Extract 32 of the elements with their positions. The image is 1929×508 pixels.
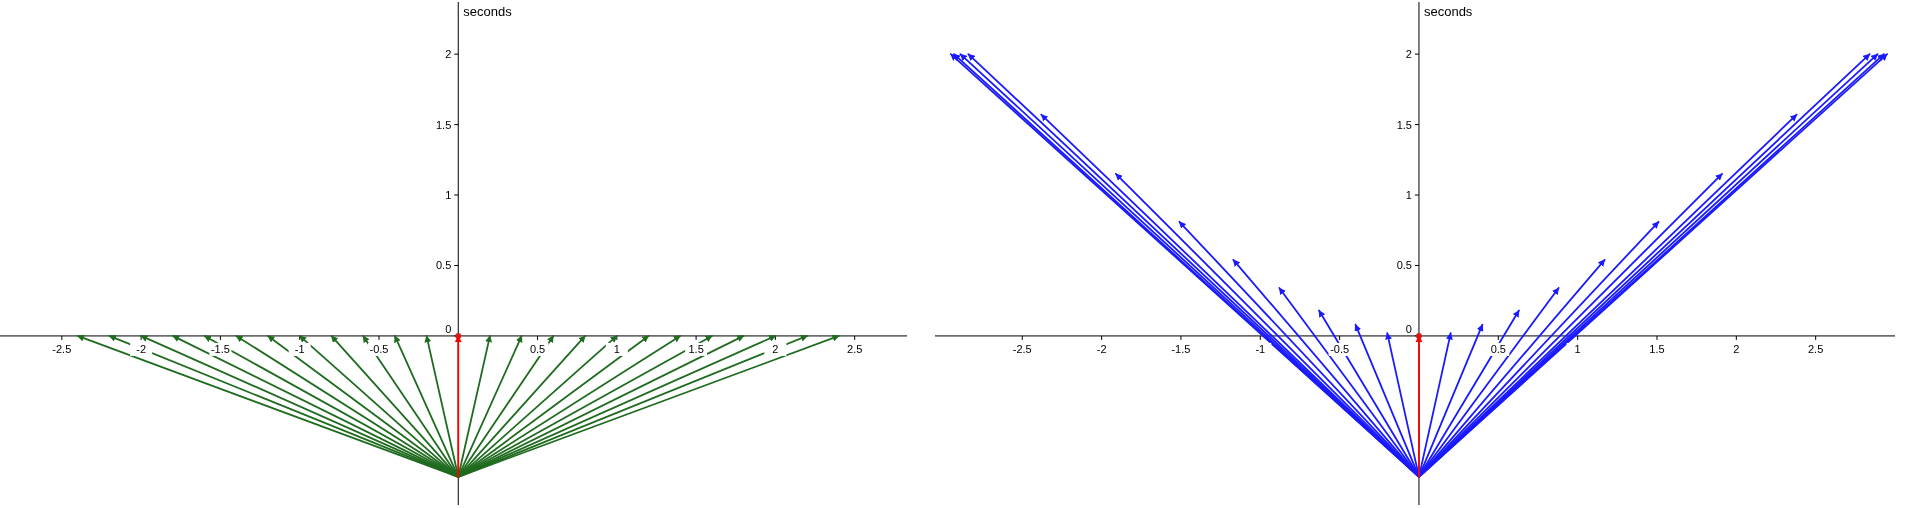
y-axis-title: seconds <box>463 4 513 19</box>
y-axis-title: seconds <box>1423 4 1473 19</box>
x-tick-label: 2.5 <box>847 342 863 355</box>
x-tick-label: -2.5 <box>1012 342 1032 355</box>
y-tick-label: 1 <box>445 189 452 202</box>
x-tick-label: 0.5 <box>1490 342 1506 355</box>
x-tick-label: -1.5 <box>1171 342 1191 355</box>
x-tick-label: -1.5 <box>210 342 230 355</box>
x-tick-label: 1 <box>613 342 620 355</box>
x-tick-label: 2 <box>772 342 779 355</box>
x-tick-label: -0.5 <box>1330 342 1350 355</box>
x-tick-label: -2.5 <box>52 342 72 355</box>
y-tick-label: 1 <box>1405 189 1412 202</box>
y-tick-label: 2 <box>445 48 452 61</box>
x-tick-label: 0.5 <box>529 342 546 355</box>
x-tick-label: -1 <box>1255 342 1266 355</box>
y-tick-label: 0.5 <box>1396 259 1412 272</box>
x-tick-label: -0.5 <box>369 342 389 355</box>
y-tick-label: 0.5 <box>435 259 452 272</box>
y-tick-label: 0 <box>1405 322 1412 335</box>
x-tick-label: -2 <box>1096 342 1107 355</box>
x-tick-label: -2 <box>136 342 147 355</box>
x-tick-label: 1.5 <box>1649 342 1665 355</box>
y-tick-label: 1.5 <box>1396 118 1412 131</box>
x-tick-label: 1.5 <box>688 342 704 355</box>
y-tick-label: 1.5 <box>435 118 452 131</box>
x-tick-label: 1 <box>1574 342 1581 355</box>
x-tick-label: -1 <box>294 342 305 355</box>
y-tick-label: 0 <box>445 322 452 335</box>
y-tick-label: 2 <box>1405 48 1412 61</box>
x-tick-label: 2 <box>1733 342 1740 355</box>
x-tick-label: 2.5 <box>1808 342 1824 355</box>
